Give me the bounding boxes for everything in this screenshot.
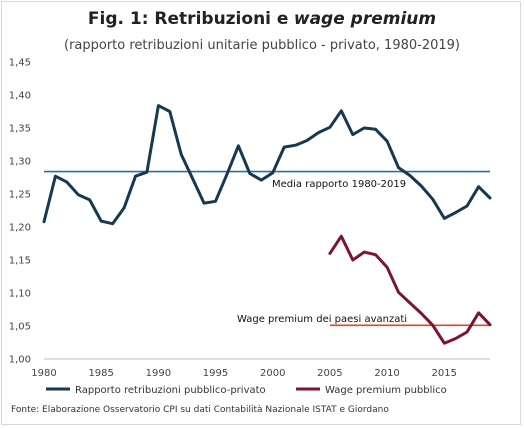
chart-subtitle: (rapporto retribuzioni unitarie pubblico… xyxy=(64,38,460,53)
y-tick-label: 1,10 xyxy=(9,289,31,300)
y-tick-label: 1,05 xyxy=(9,322,31,333)
y-axis: 1,00 1,05 1,10 1,15 1,20 1,25 1,30 1,35 1,40 1,45 xyxy=(9,58,31,366)
y-tick-label: 1,15 xyxy=(9,256,31,267)
chart-title: Fig. 1: Retribuzioni e wage premium xyxy=(0,9,524,29)
x-tick-label: 2005 xyxy=(317,368,342,379)
legend-label: Rapporto retribuzioni pubblico-privato xyxy=(75,385,266,396)
x-tick-label: 1980 xyxy=(31,368,56,379)
x-tick-label: 1985 xyxy=(88,368,113,379)
x-tick-label: 2010 xyxy=(374,368,399,379)
x-tick-label: 2015 xyxy=(432,368,457,379)
x-tick-label: 1990 xyxy=(146,368,171,379)
legend-label: Wage premium pubblico xyxy=(325,385,447,396)
legend: Rapporto retribuzioni pubblico-privato Wa… xyxy=(46,385,447,396)
y-tick-label: 1,35 xyxy=(9,124,31,135)
series-line-wage-premium xyxy=(328,234,492,345)
reference-labels: Media rapporto 1980-2019 Wage premium dei… xyxy=(237,179,407,325)
y-tick-label: 1,45 xyxy=(9,58,31,69)
x-tick-label: 1995 xyxy=(203,368,228,379)
advanced-countries-reference-label: Wage premium dei paesi avanzati xyxy=(237,314,407,325)
source-note: Fonte: Elaborazione Osservatorio CPI su … xyxy=(11,405,389,415)
x-tick-label: 2000 xyxy=(260,368,285,379)
mean-reference-label: Media rapporto 1980-2019 xyxy=(272,179,406,190)
series-line-public-private-ratio xyxy=(42,104,492,226)
series-lines xyxy=(42,104,492,345)
chart-title-italic: wage premium xyxy=(293,9,437,29)
y-tick-label: 1,25 xyxy=(9,190,31,201)
y-tick-label: 1,20 xyxy=(9,223,31,234)
chart-title-main: Fig. 1: Retribuzioni e xyxy=(87,9,289,29)
x-axis: 1980 1985 1990 1995 2000 2005 2010 2015 xyxy=(31,358,490,379)
reference-lines xyxy=(44,170,490,327)
y-tick-label: 1,30 xyxy=(9,157,31,168)
y-tick-label: 1,40 xyxy=(9,91,31,102)
y-tick-label: 1,00 xyxy=(9,355,31,366)
